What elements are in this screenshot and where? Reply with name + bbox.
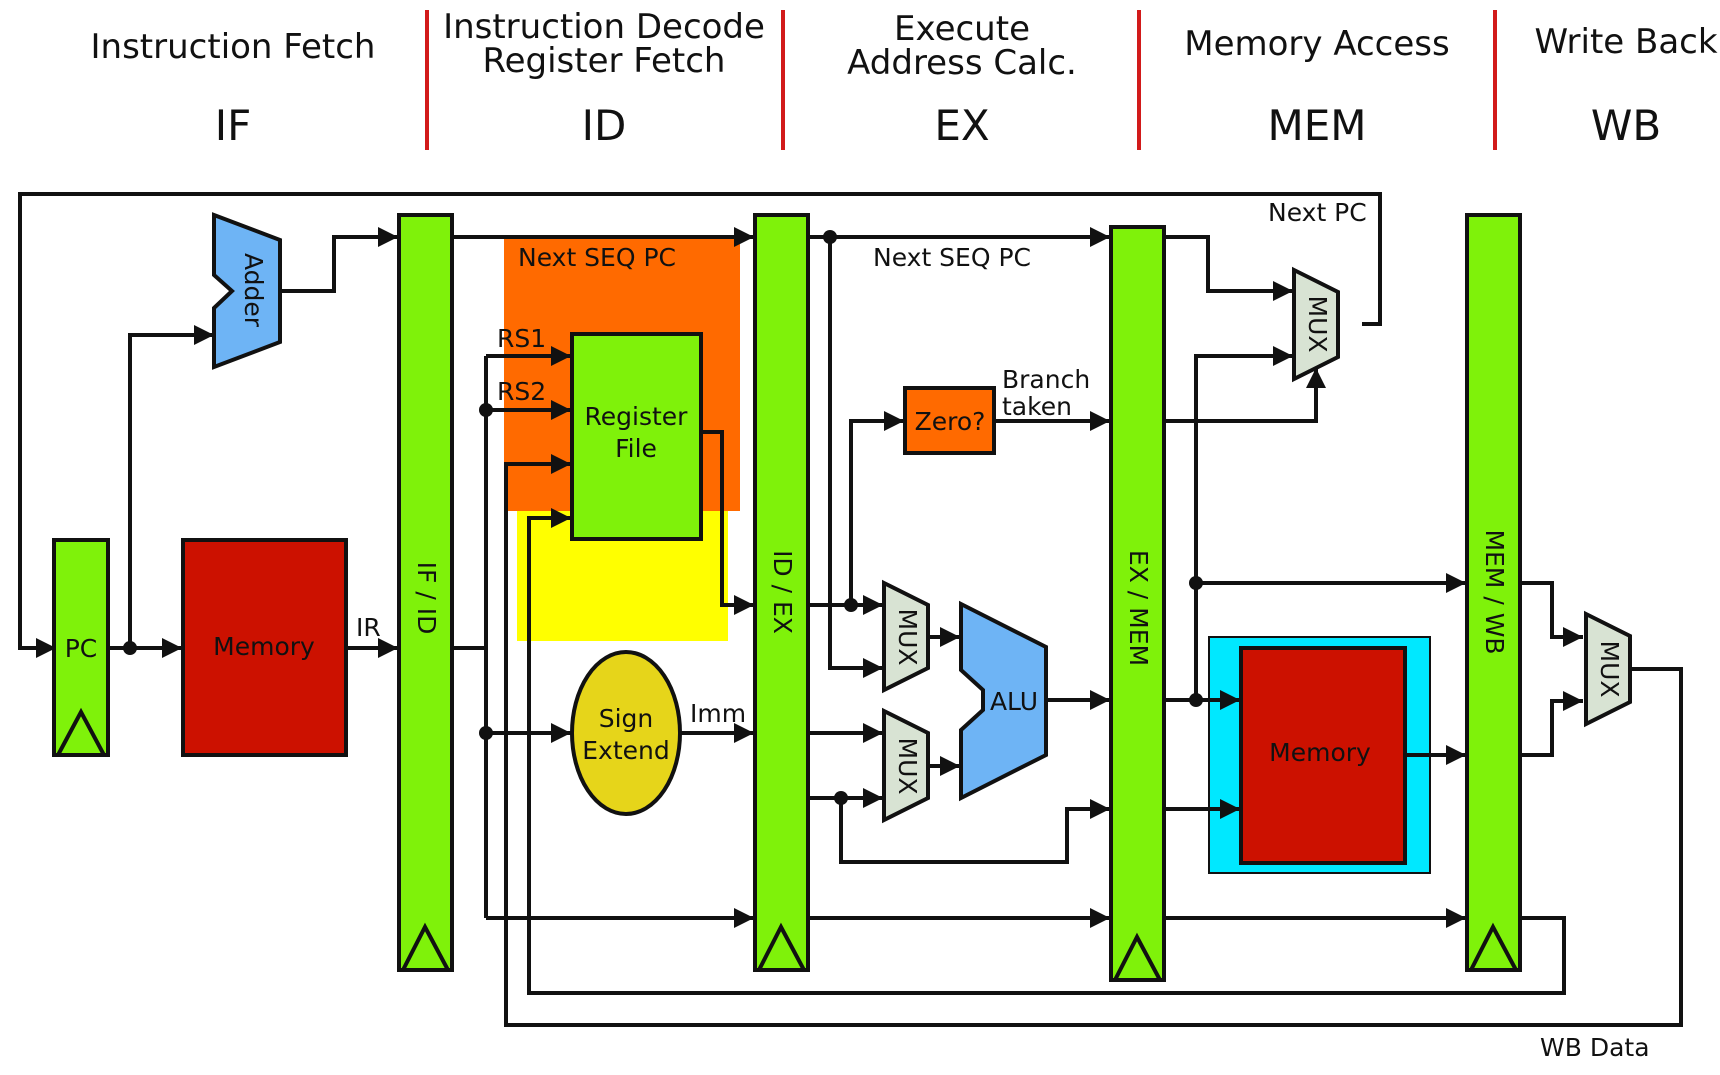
mux-label: MUX [893,609,922,666]
datapath-wires [18,192,1683,1027]
data-memory-label: Memory [1269,738,1371,767]
instruction-memory: Memory [181,538,348,757]
if-id-label: IF / ID [412,562,441,635]
imm-label: Imm [690,699,746,728]
zero-test: Zero? [903,386,996,455]
stage-headers: Instruction Fetch IF Instruction Decode … [91,7,1718,150]
register-file-label-1: Register [585,402,689,431]
stage-abbr-id: ID [582,101,627,150]
sign-extend: Sign Extend [570,650,682,816]
stage-abbr-if: IF [215,101,252,150]
register-file-label-2: File [615,434,657,463]
alu-mux-b: MUX [882,707,930,824]
next-seq-pc-ex-label: Next SEQ PC [873,243,1031,272]
wb-data-label: WB Data [1540,1033,1650,1062]
sign-extend-label-2: Extend [582,736,670,765]
next-seq-pc-id-label: Next SEQ PC [518,243,676,272]
mux-label: MUX [1303,296,1332,353]
pc-register: PC [52,538,110,757]
mem-wb-latch: MEM / WB [1465,213,1522,972]
next-pc-label: Next PC [1268,198,1367,227]
branch-mux: MUX [1292,266,1340,383]
sign-extend-label-1: Sign [599,704,654,733]
wire-junctions [123,230,1203,805]
stage-title-if: Instruction Fetch [91,27,376,67]
rs1-label: RS1 [497,324,546,353]
adder-label: Adder [239,253,268,328]
rs2-label: RS2 [497,377,546,406]
alu-mux-a: MUX [882,579,930,694]
signal-labels: IR RS1 RS2 Imm Next SEQ PC Next SEQ PC N… [356,198,1650,1062]
mux-label: MUX [893,738,922,795]
stage-title2-ex: Address Calc. [847,43,1077,83]
ir-label: IR [356,613,381,642]
id-ex-label: ID / EX [768,550,797,634]
pc-label: PC [65,634,98,663]
stage-abbr-wb: WB [1591,101,1661,150]
branch-label-1: Branch [1002,365,1090,394]
id-ex-latch: ID / EX [753,213,810,972]
writeback-mux: MUX [1584,610,1632,728]
data-memory: Memory [1239,646,1407,865]
alu: ALU [959,600,1048,802]
pc-adder: Adder [212,212,282,370]
ex-mem-label: EX / MEM [1124,550,1153,666]
stage-abbr-ex: EX [934,101,989,150]
stage-title-wb: Write Back [1534,22,1717,62]
stage-abbr-mem: MEM [1267,101,1366,150]
branch-label-2: taken [1002,392,1072,421]
ex-mem-latch: EX / MEM [1109,225,1166,982]
stage-title-mem: Memory Access [1184,24,1449,64]
stage-title-id: Instruction Decode [443,7,765,47]
zero-label: Zero? [915,407,986,436]
stage-title-ex: Execute [894,9,1030,49]
instruction-memory-label: Memory [213,632,315,661]
alu-label: ALU [990,687,1038,716]
mem-wb-label: MEM / WB [1480,529,1509,654]
register-file: Register File [570,332,703,541]
stage-title2-id: Register Fetch [483,41,726,81]
if-id-latch: IF / ID [397,213,454,972]
mux-label: MUX [1595,641,1624,698]
